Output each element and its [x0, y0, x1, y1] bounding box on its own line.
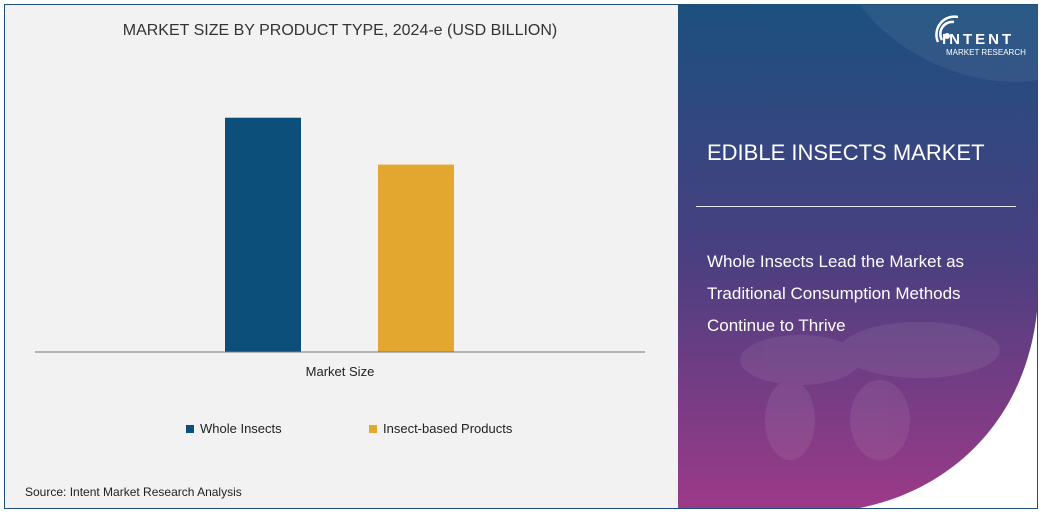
- bar-insect-based-products: [378, 164, 454, 352]
- logo-tagline: MARKET RESEARCH: [946, 48, 1026, 57]
- chart-panel: [5, 5, 678, 508]
- logo-name: INTENT: [942, 31, 1015, 48]
- divider: [696, 206, 1016, 207]
- chart-title: MARKET SIZE BY PRODUCT TYPE, 2024-e (USD…: [122, 22, 558, 39]
- legend-item-insect-based-products: Insect-based Products: [369, 421, 512, 436]
- panel-title: EDIBLE INSECTS MARKET: [707, 140, 985, 165]
- bar-whole-insects: [225, 117, 301, 352]
- panel-subtitle: Whole Insects Lead the Market as Traditi…: [707, 252, 965, 335]
- legend-swatch: [186, 424, 194, 433]
- bar-chart: [35, 117, 645, 353]
- x-tick-label: Market Size: [305, 364, 375, 379]
- signal-icon: [935, 15, 959, 43]
- legend-label: Insect-based Products: [383, 421, 513, 436]
- legend-item-whole-insects: Whole Insects: [186, 421, 282, 436]
- legend-label: Whole Insects: [200, 421, 282, 436]
- source-note: Source: Intent Market Research Analysis: [25, 485, 242, 499]
- legend-swatch: [369, 424, 377, 433]
